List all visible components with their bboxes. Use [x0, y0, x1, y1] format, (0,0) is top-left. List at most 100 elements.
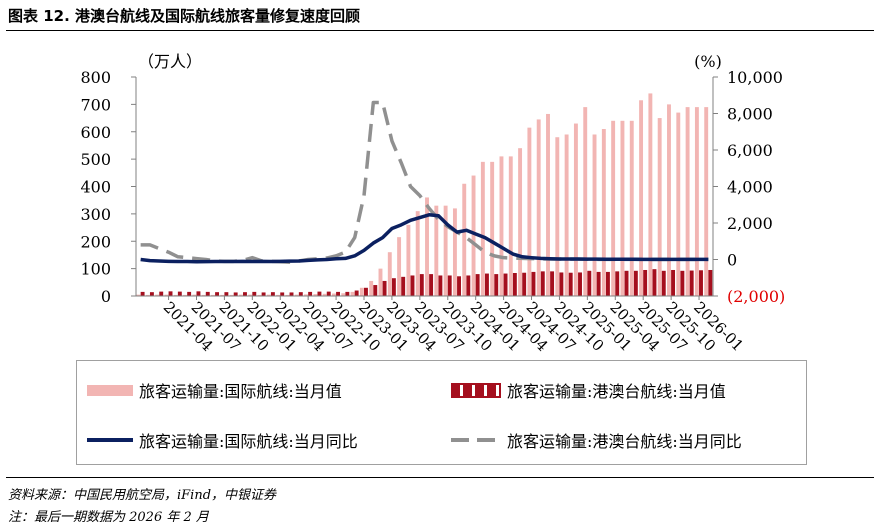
intl-bar [611, 120, 616, 296]
intl-bar [248, 294, 253, 296]
intl-bar [173, 294, 178, 296]
intl-bar [518, 148, 523, 296]
intl-bar [434, 205, 439, 296]
hkmt-bar [410, 275, 415, 296]
left-tick-label: 700 [80, 95, 111, 114]
left-tick-label: 0 [101, 287, 111, 306]
left-axis-unit: （万人） [138, 52, 202, 71]
hkmt-bar [196, 291, 201, 296]
legend-item-intl-bar: 旅客运输量:国际航线:当月值 [87, 378, 342, 402]
hkmt-bar [475, 274, 480, 296]
legend-swatch-hkmt-bar [451, 382, 501, 398]
legend-swatch-intl-bar [87, 384, 133, 396]
intl-bar [183, 294, 187, 296]
hkmt-bar [354, 290, 359, 296]
hkmt-bar [364, 287, 368, 296]
intl-bar [136, 294, 141, 296]
hkmt-bar [205, 291, 210, 296]
intl-bar [480, 161, 485, 296]
intl-bar [452, 208, 457, 296]
hkmt-bars-series [140, 269, 713, 296]
intl-bar [583, 107, 588, 296]
hkmt-bar [643, 269, 648, 296]
intl-bar [676, 112, 681, 296]
hkmt-bar [168, 291, 173, 296]
hkmt-bar [382, 280, 387, 296]
intl-bar [406, 224, 411, 296]
hkmt-bar [401, 276, 406, 296]
right-tick-label: 0 [727, 251, 737, 270]
intl-bar [555, 137, 560, 296]
intl-bar [648, 93, 653, 296]
intl-bar [499, 156, 504, 296]
intl-bar [667, 104, 671, 297]
intl-bar [276, 294, 281, 296]
left-tick-label: 500 [80, 150, 111, 169]
intl-bar [229, 294, 234, 296]
intl-bar [490, 161, 495, 296]
hkmt-bar [522, 272, 527, 296]
hkmt-bar [270, 292, 275, 296]
hkmt-bar [652, 269, 657, 296]
hkmt-bar [149, 292, 154, 296]
intl-bar [685, 107, 690, 296]
hkmt-bar [531, 271, 536, 296]
intl-bar [331, 293, 336, 296]
intl-bar [164, 294, 169, 296]
intl-bar [536, 119, 541, 297]
intl-bar [527, 127, 532, 296]
hkmt-bar [159, 291, 164, 296]
hkmt-bar [568, 272, 573, 296]
intl-bar [601, 129, 606, 296]
intl-bar [257, 294, 262, 296]
intl-bar [462, 183, 467, 296]
intl-bar [629, 120, 634, 296]
hkmt-bar [187, 291, 192, 296]
legend-item-intl-line: 旅客运输量:国际航线:当月同比 [87, 428, 358, 452]
hkmt-bar [550, 271, 555, 296]
hkmt-bar [633, 270, 638, 296]
legend-item-hkmt-bar: 旅客运输量:港澳台航线:当月值 [451, 378, 726, 402]
hkmt-bar [438, 275, 443, 296]
intl-bar [201, 294, 206, 296]
intl-bar [238, 294, 243, 296]
hkmt-bar [326, 291, 331, 296]
right-axis-unit: (%) [694, 52, 722, 71]
legend-label-intl-bar: 旅客运输量:国际航线:当月值 [139, 382, 342, 401]
intl-bar [266, 294, 271, 296]
intl-bar [322, 293, 327, 296]
left-tick-label: 800 [80, 68, 111, 87]
hkmt-bar [289, 292, 294, 296]
hkmt-bar [661, 270, 666, 296]
date-note: 注：最后一期数据为 2026 年 2 月 [8, 510, 209, 525]
hkmt-bar [596, 271, 601, 296]
hkmt-bar [503, 273, 508, 296]
intl-bar [387, 252, 392, 296]
legend-swatch-intl-line [87, 438, 133, 442]
intl-bar [564, 134, 569, 296]
intl-bar [704, 107, 709, 296]
hkmt-bar [578, 272, 582, 296]
intl-bar [313, 294, 318, 296]
hkmt-bar [345, 291, 350, 296]
footer-rule [6, 477, 874, 478]
right-tick-label: 8,000 [727, 105, 773, 124]
intl-bar [145, 294, 150, 296]
intl-yoy-line [140, 213, 709, 264]
hkmt-bar [671, 269, 676, 296]
hkmt-bar [680, 270, 685, 296]
hkmt-bar [689, 270, 694, 296]
hkmt-bar [457, 276, 461, 296]
intl-bar [639, 100, 644, 297]
hkmt-bar [243, 292, 247, 296]
hkmt-bar [308, 291, 313, 296]
legend-label-intl-line: 旅客运输量:国际航线:当月同比 [139, 432, 358, 451]
intl-bar [192, 294, 197, 296]
hkmt-bar [512, 273, 517, 296]
intl-bar [397, 237, 402, 296]
intl-bar [415, 211, 420, 296]
hkmt-bar [605, 271, 610, 296]
hkmt-bar [494, 274, 499, 296]
intl-bar [304, 294, 308, 296]
hkmt-bar [559, 272, 564, 296]
